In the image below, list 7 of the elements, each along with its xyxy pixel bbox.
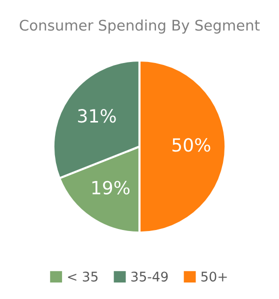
data-label: 50% bbox=[172, 138, 210, 152]
legend-label: 35-49 bbox=[131, 272, 168, 282]
data-label: 19% bbox=[92, 180, 130, 194]
data-label: 31% bbox=[78, 109, 116, 123]
legend-label: < 35 bbox=[68, 272, 98, 282]
chart-title: Consumer Spending By Segment bbox=[20, 19, 260, 34]
legend-label: 50+ bbox=[201, 272, 227, 282]
